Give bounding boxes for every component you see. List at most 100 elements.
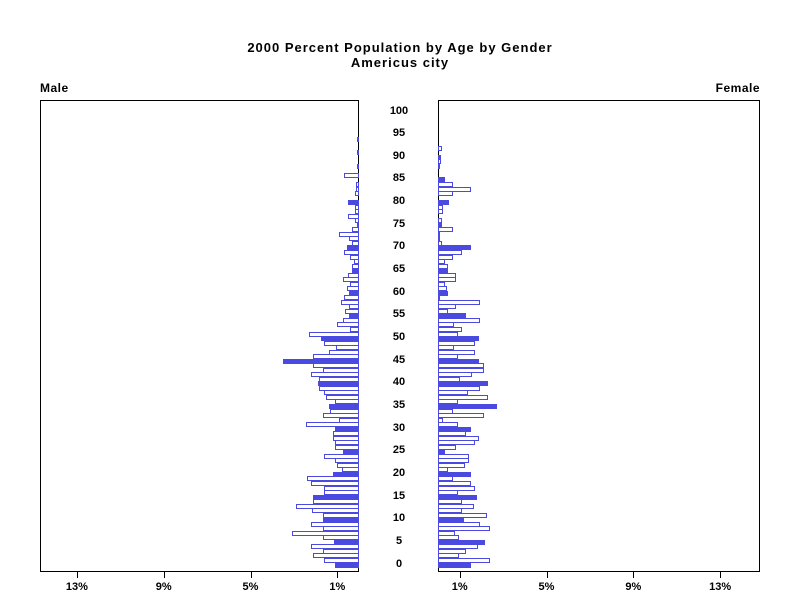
male-xaxis-tick-13 — [76, 572, 78, 578]
male-bar-age-38 — [324, 390, 359, 396]
age-tick-label-60: 60 — [392, 285, 406, 298]
male-bar-age-70 — [347, 245, 359, 251]
male-bar-age-8 — [323, 526, 359, 532]
male-bar-age-82 — [355, 191, 359, 196]
male-bar-age-51 — [309, 331, 359, 337]
male-bar-age-58 — [341, 299, 359, 305]
female-bar-age-69 — [438, 249, 462, 255]
male-bar-age-88 — [357, 163, 359, 169]
female-bar-age-63 — [438, 277, 456, 283]
female-xaxis-tick-9 — [633, 572, 635, 578]
male-bar-age-27 — [335, 440, 359, 446]
age-tick-label-80: 80 — [392, 195, 406, 208]
female-bar-age-43 — [438, 367, 484, 373]
male-bar-age-0 — [335, 562, 359, 568]
male-bar-age-49 — [324, 340, 359, 346]
male-bar-age-46 — [313, 354, 359, 360]
male-bar-age-37 — [326, 394, 359, 400]
female-bar-age-49 — [438, 340, 475, 346]
female-bar-age-55 — [438, 313, 466, 319]
chart-title-line2: Americus city — [350, 55, 450, 70]
male-xaxis-tick-5 — [250, 572, 252, 578]
female-bar-age-9 — [438, 521, 480, 527]
male-bar-age-66 — [352, 263, 359, 269]
female-bar-age-48 — [438, 345, 454, 351]
female-bar-age-34 — [438, 408, 453, 414]
female-xaxis-tick-5 — [546, 572, 548, 578]
female-bar-age-52 — [438, 326, 462, 332]
male-bar-age-40 — [318, 381, 359, 387]
male-bar-age-48 — [336, 345, 359, 351]
female-bar-age-10 — [438, 517, 464, 523]
female-xaxis-tick-label-13: 13% — [709, 581, 732, 593]
male-bar-age-64 — [348, 272, 359, 278]
male-percent-axis: 1% 5% 9% 13% — [40, 100, 359, 600]
male-bar-age-45 — [283, 358, 359, 364]
female-bar-age-40 — [438, 381, 488, 387]
age-tick-label-50: 50 — [392, 331, 406, 343]
female-bar-age-28 — [438, 435, 479, 441]
female-bar-age-54 — [438, 317, 480, 323]
age-tick-label-70: 70 — [392, 240, 406, 253]
age-axis: 0 5 10 15 20 25 30 35 40 45 50 55 60 65 70 75 80 85 90 95 10… — [379, 100, 419, 572]
female-bar-age-23 — [438, 458, 469, 464]
female-bar-age-0 — [438, 562, 471, 568]
male-bar-age-73 — [339, 231, 359, 237]
female-bar-age-21 — [438, 467, 448, 473]
male-bar-age-91 — [357, 150, 359, 156]
female-bar-age-8 — [438, 526, 490, 532]
male-bar-age-25 — [343, 449, 359, 455]
male-bar-age-26 — [335, 444, 359, 450]
female-bar-age-61 — [438, 286, 447, 292]
chart-title: 2000 Percent Population by Age by Gender… — [0, 40, 800, 70]
male-bar-age-41 — [319, 376, 359, 382]
male-xaxis-tick-label-9: 9% — [155, 581, 172, 593]
female-bar-age-33 — [438, 413, 484, 418]
female-bar-age-6 — [438, 535, 459, 541]
male-bar-age-2 — [313, 553, 359, 559]
female-bar-age-17 — [438, 485, 475, 491]
female-bar-age-66 — [438, 263, 448, 269]
male-xaxis-tick-9 — [163, 572, 165, 578]
male-bar-age-56 — [345, 308, 359, 314]
male-bar-age-31 — [306, 422, 359, 428]
male-bar-age-28 — [333, 435, 359, 441]
female-bar-age-58 — [438, 299, 480, 305]
female-bar-age-70 — [438, 245, 471, 251]
female-bar-age-30 — [438, 426, 471, 432]
female-bar-age-29 — [438, 431, 466, 437]
female-bar-age-79 — [438, 204, 443, 210]
female-bar-age-47 — [438, 349, 475, 355]
male-bar-age-75 — [357, 222, 359, 228]
age-tick-label-20: 20 — [392, 466, 406, 479]
male-xaxis-tick-1 — [337, 572, 339, 578]
age-tick-label-65: 65 — [392, 263, 406, 276]
male-bar-age-17 — [324, 485, 359, 491]
female-bar-age-45 — [438, 358, 479, 364]
male-bar-age-21 — [342, 467, 359, 473]
male-bar-age-24 — [324, 453, 359, 459]
male-bar-age-1 — [324, 558, 359, 563]
male-bar-age-84 — [356, 182, 359, 187]
chart-title-line1: 2000 Percent Population by Age by Gender — [247, 40, 553, 55]
female-bar-age-16 — [438, 490, 458, 495]
male-xaxis-tick-label-5: 5% — [242, 581, 259, 593]
male-bar-age-36 — [335, 399, 359, 405]
male-bar-age-4 — [311, 544, 359, 550]
male-panel — [40, 100, 359, 572]
age-tick-label-45: 45 — [392, 353, 406, 366]
male-bar-age-78 — [355, 209, 359, 215]
female-bar-age-83 — [438, 186, 471, 192]
female-bar-age-25 — [438, 449, 445, 455]
female-bar-age-27 — [438, 440, 475, 446]
male-bar-age-72 — [349, 236, 359, 242]
female-bar-age-12 — [438, 508, 462, 514]
female-bar-age-18 — [438, 481, 471, 486]
female-bar-age-32 — [438, 417, 443, 423]
male-bar-age-35 — [329, 403, 359, 409]
female-bar-age-2 — [438, 553, 459, 559]
female-bar-age-4 — [438, 544, 478, 550]
female-bar-age-73 — [438, 231, 440, 237]
female-bar-age-51 — [438, 331, 458, 337]
